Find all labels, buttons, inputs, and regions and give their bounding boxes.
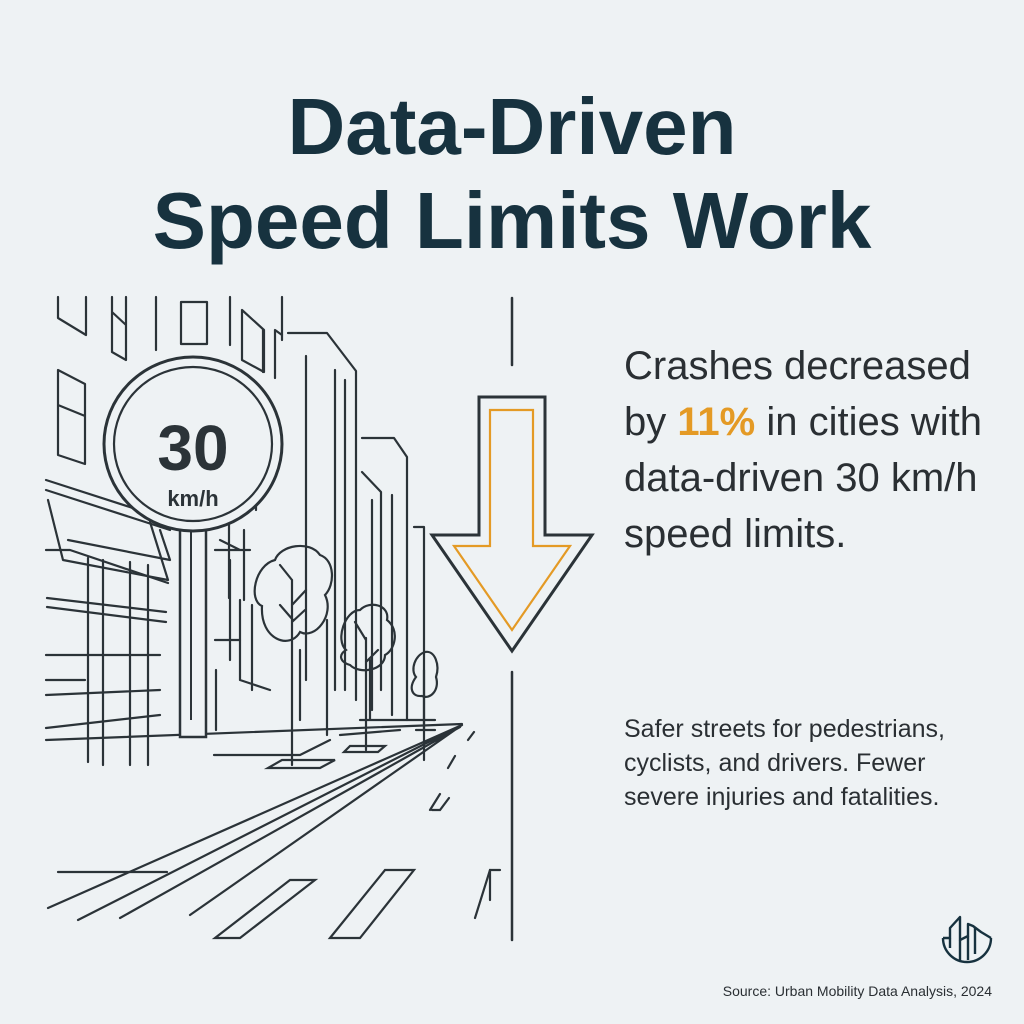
headline-before: Crashes decreased by (624, 344, 971, 444)
page-title: Data-Driven Speed Limits Work (0, 80, 1024, 268)
trees (253, 544, 439, 770)
city-buildings-logo-icon (941, 915, 993, 964)
headline-highlight: 11% (677, 400, 756, 444)
tree-1 (253, 544, 333, 642)
title-line-1: Data-Driven (287, 82, 737, 171)
sign-speed-value: 30 (157, 412, 228, 484)
sign-speed-unit: km/h (167, 486, 218, 511)
title-line-2: Speed Limits Work (152, 176, 872, 265)
subtext: Safer streets for pedestrians, cyclists,… (624, 715, 945, 811)
headline-after: in cities with data-driven 30 km/h speed… (624, 400, 982, 556)
tree-2 (340, 603, 396, 672)
down-arrow-icon (429, 395, 595, 654)
sign-pole (178, 503, 208, 739)
source-caption: Source: Urban Mobility Data Analysis, 20… (722, 983, 992, 999)
buildings (44, 295, 437, 767)
road (44, 722, 502, 940)
headline-stat: Crashes decreased by 11% in cities with … (624, 338, 1004, 562)
tree-3 (410, 650, 439, 698)
speed-limit-sign: 30 km/h (102, 355, 284, 739)
